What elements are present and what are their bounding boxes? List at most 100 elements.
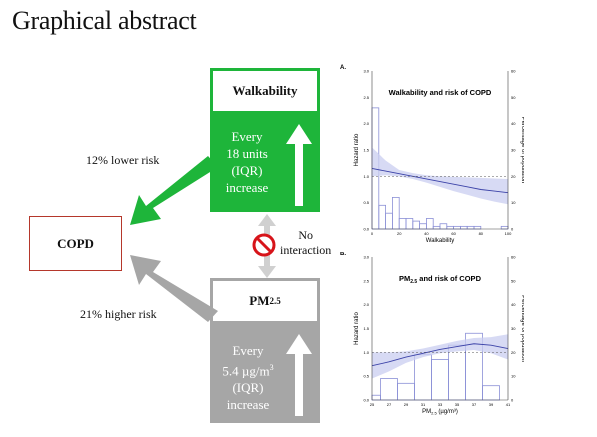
pm-line-2-wrap: 5.4 µg/m3 bbox=[214, 359, 282, 379]
x-tick-label: 20 bbox=[397, 231, 402, 236]
x-tick-label: 29 bbox=[404, 402, 409, 407]
y2-axis-label: Percentage of population bbox=[520, 295, 524, 362]
y-tick-label: 2.0 bbox=[363, 302, 369, 307]
y-tick-label: 1.0 bbox=[363, 350, 369, 355]
walk-line-4: increase bbox=[225, 180, 269, 195]
y2-tick-label: 50 bbox=[511, 95, 516, 100]
lower-risk-label: 12% lower risk bbox=[86, 153, 160, 167]
histogram-bar bbox=[500, 225, 509, 230]
histogram-bar bbox=[439, 223, 448, 230]
histogram-bar bbox=[460, 225, 468, 230]
histogram-bar bbox=[466, 225, 475, 230]
x-tick-label: 25 bbox=[370, 402, 375, 407]
histogram-bar bbox=[385, 212, 393, 230]
y-axis-label: Hazard ratio bbox=[354, 133, 360, 166]
pm-line-2: 5.4 µg/m bbox=[222, 363, 270, 379]
y-tick-label: 0.5 bbox=[363, 200, 369, 205]
x-tick-label: 27 bbox=[387, 402, 392, 407]
walkability-title: Walkability bbox=[213, 71, 317, 111]
pm-line-4: increase bbox=[226, 397, 270, 413]
y-axis-label: Hazard ratio bbox=[354, 312, 360, 345]
histogram-bar bbox=[378, 204, 386, 230]
y2-tick-label: 10 bbox=[511, 200, 516, 205]
panel-label: B. bbox=[340, 252, 346, 257]
y-tick-label: 1.0 bbox=[363, 174, 369, 179]
x-tick-label: 0 bbox=[371, 231, 374, 236]
walkability-chart: A. 0.0 0.5 1.0 1.5 2.0 2.5 3.0 0 10 20 30 40 50 60 0 20 4… bbox=[340, 65, 524, 244]
histogram-bar bbox=[473, 225, 482, 230]
histogram-bar bbox=[392, 196, 400, 230]
pm25-increase-text: Every 5.4 µg/m3 (IQR) increase bbox=[214, 342, 282, 413]
y2-axis-label: Percentage of population bbox=[520, 117, 524, 184]
up-arrow-icon bbox=[286, 334, 312, 416]
walk-line-2: 18 units bbox=[226, 146, 268, 161]
y2-tick-label: 20 bbox=[511, 350, 516, 355]
hazard-curve bbox=[371, 343, 509, 367]
x-tick-label: 35 bbox=[455, 402, 460, 407]
y-tick-label: 1.5 bbox=[363, 326, 369, 331]
higher-risk-label: 21% higher risk bbox=[80, 307, 157, 321]
histogram-bar bbox=[397, 382, 415, 401]
pm-line-2-sup: 3 bbox=[269, 363, 274, 372]
x-tick-label: 31 bbox=[421, 402, 426, 407]
walk-line-1: Every bbox=[231, 129, 263, 144]
x-axis-label: Walkability bbox=[426, 238, 454, 244]
no-text: No bbox=[298, 228, 313, 242]
y2-tick-label: 30 bbox=[511, 326, 516, 331]
chart-title: PM2.5 and risk of COPD bbox=[399, 274, 482, 285]
histogram-bar bbox=[405, 218, 414, 230]
y-tick-label: 0.0 bbox=[363, 227, 369, 232]
copd-box: COPD bbox=[29, 216, 122, 271]
y2-tick-label: 60 bbox=[511, 255, 516, 260]
interaction-text: interaction bbox=[280, 243, 332, 257]
y-tick-label: 2.0 bbox=[363, 121, 369, 126]
pm25-title: PM 2.5 bbox=[213, 281, 317, 321]
up-arrow-icon bbox=[286, 124, 312, 206]
y2-tick-label: 60 bbox=[511, 69, 516, 74]
y2-tick-label: 40 bbox=[511, 121, 516, 126]
y2-tick-label: 0 bbox=[511, 398, 514, 403]
histogram-bar bbox=[414, 354, 432, 401]
x-tick-label: 41 bbox=[506, 402, 511, 407]
x-tick-label: 60 bbox=[451, 231, 456, 236]
hazard-curve bbox=[371, 167, 509, 194]
y-tick-label: 3.0 bbox=[363, 255, 369, 260]
pm-line-3: (IQR) bbox=[232, 380, 264, 396]
gray-arrow-icon bbox=[130, 255, 218, 322]
histogram-bar bbox=[412, 220, 421, 230]
x-tick-label: 80 bbox=[479, 231, 484, 236]
histogram-bar bbox=[426, 218, 434, 230]
no-interaction-label: No interaction bbox=[280, 228, 331, 258]
y-tick-label: 1.5 bbox=[363, 148, 369, 153]
pm-line-1: Every bbox=[232, 343, 264, 358]
histogram-bar bbox=[432, 225, 441, 230]
panel-label: A. bbox=[340, 65, 346, 71]
y2-tick-label: 20 bbox=[511, 174, 516, 179]
pm25-chart: B. 0.0 0.5 1.0 1.5 2.0 2.5 3.0 0 10 20 30 40 50 60 25 27… bbox=[340, 252, 524, 416]
x-tick-label: 33 bbox=[438, 402, 443, 407]
chart-title: Walkability and risk of COPD bbox=[389, 88, 492, 97]
x-tick-label: 40 bbox=[424, 231, 429, 236]
y2-tick-label: 10 bbox=[511, 374, 516, 379]
pm25-box: PM 2.5 Every 5.4 µg/m3 (IQR) increase bbox=[210, 278, 320, 423]
y-tick-label: 0.0 bbox=[363, 398, 369, 403]
x-tick-label: 37 bbox=[472, 402, 477, 407]
x-tick-label: 39 bbox=[489, 402, 494, 407]
y2-tick-label: 30 bbox=[511, 148, 516, 153]
y-tick-label: 2.5 bbox=[363, 95, 369, 100]
x-axis-label: PM2.5 (µg/m³) bbox=[422, 409, 458, 416]
y2-tick-label: 40 bbox=[511, 302, 516, 307]
page-title: Graphical abstract bbox=[12, 6, 197, 35]
y-tick-label: 2.5 bbox=[363, 278, 369, 283]
y2-tick-label: 50 bbox=[511, 278, 516, 283]
histogram-bar bbox=[453, 225, 461, 230]
walkability-increase-text: Every 18 units (IQR) increase bbox=[216, 128, 278, 196]
histogram-bar bbox=[398, 218, 407, 230]
y2-tick-label: 0 bbox=[511, 227, 514, 232]
green-arrow-icon bbox=[130, 156, 218, 225]
no-sign-icon bbox=[252, 233, 276, 257]
pm25-title-main: PM bbox=[249, 293, 270, 308]
histogram-bar bbox=[419, 223, 427, 230]
histogram-bar bbox=[446, 225, 455, 230]
histogram-bar bbox=[448, 344, 466, 401]
